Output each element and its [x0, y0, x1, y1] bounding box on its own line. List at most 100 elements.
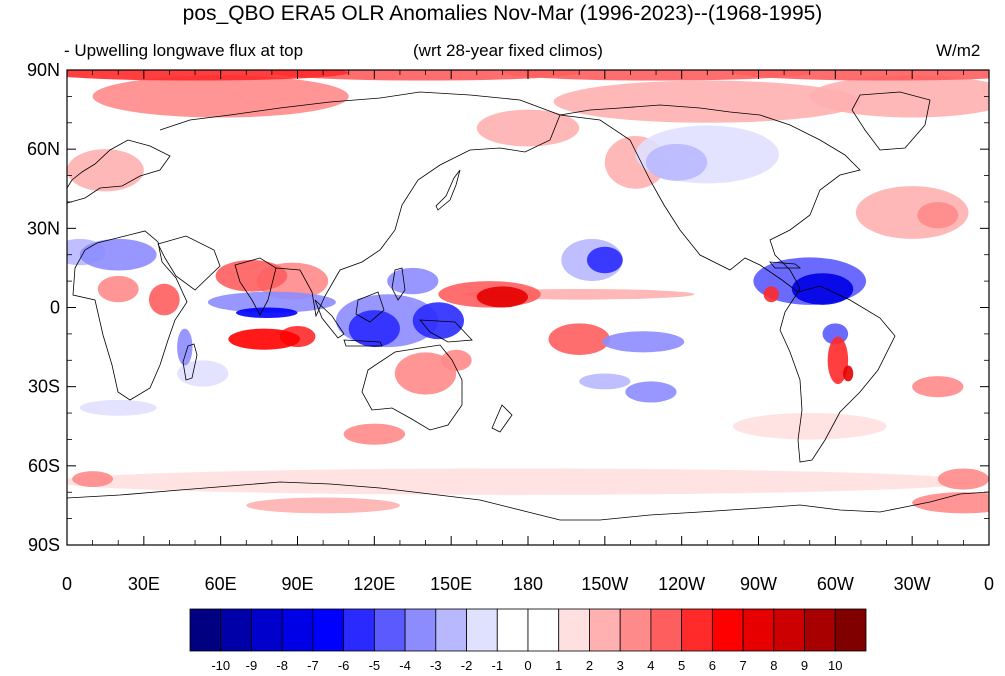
colorbar-label: 10 [828, 658, 842, 673]
x-tick-label: 120W [658, 574, 705, 594]
colorbar-box [251, 608, 283, 652]
anomaly-patch [215, 260, 288, 292]
x-tick-label: 60W [817, 574, 854, 594]
coastline-asia [159, 91, 561, 318]
colorbar-label: 4 [647, 658, 654, 673]
colorbar-label: 9 [801, 658, 808, 673]
coastline-greenland [851, 91, 931, 151]
anomaly-patch [843, 365, 854, 382]
colorbar-box [558, 608, 590, 652]
colorbar-box [312, 608, 345, 652]
x-tick-label: 30W [894, 574, 931, 594]
colorbar-box [435, 608, 467, 652]
colorbar-box [589, 608, 621, 652]
x-tick-label: 0 [984, 574, 994, 594]
coastline-madagascar [182, 343, 198, 381]
anomaly-patch [602, 331, 685, 353]
anomaly-patch [387, 267, 439, 295]
y-tick-label: 90N [27, 60, 60, 80]
colorbar-box [527, 608, 560, 652]
anomaly-patch [937, 468, 989, 490]
anomaly-patch [67, 149, 144, 192]
coastline-india [234, 257, 277, 316]
anomaly-patch [228, 328, 301, 350]
colorbar: -10 -9 -8 -7 -6 -5 -4 -3 -2 -1 0 1 2 3 4 5 6 7 8 9 10 [189, 608, 867, 673]
subtitle-climatology: (wrt 28-year fixed climos) [413, 41, 603, 60]
anomaly-patch [791, 273, 854, 305]
colorbar-label: -3 [430, 658, 442, 673]
coastlines [67, 91, 989, 521]
anomaly-patch [236, 307, 298, 319]
y-tick-label: 0 [50, 298, 60, 318]
coastline-sumatra [314, 299, 345, 339]
map-title: pos_QBO ERA5 OLR Anomalies Nov-Mar (1996… [182, 2, 823, 25]
coastline-south-america [779, 285, 896, 463]
colorbar-label: 7 [739, 658, 746, 673]
colorbar-label: 8 [770, 658, 777, 673]
anomaly-patch [732, 413, 887, 440]
coastline-java [343, 339, 383, 347]
anomaly-patch [917, 201, 959, 229]
colorbar-box [281, 608, 314, 652]
anomaly-patch [394, 352, 457, 395]
colorbar-box [681, 608, 713, 652]
colorbar-label: -2 [461, 658, 473, 673]
colorbar-box [373, 608, 406, 652]
x-tick-label: 120E [353, 574, 395, 594]
colorbar-box [619, 608, 652, 652]
colorbar-label: -8 [276, 658, 288, 673]
x-tick-label: 150W [581, 574, 628, 594]
x-tick-label: 60E [205, 574, 237, 594]
colorbar-label: -7 [307, 658, 319, 673]
colorbar-box [220, 608, 252, 652]
anomaly-patch [809, 75, 989, 118]
x-tick-label: 90W [740, 574, 777, 594]
anomaly-patch [476, 109, 580, 147]
x-tick-label: 0 [62, 574, 72, 594]
colorbar-box [834, 608, 867, 652]
anomaly-patch [579, 373, 631, 390]
anomaly-patch [548, 323, 610, 355]
colorbar-box [650, 608, 683, 652]
anomaly-patch [67, 468, 977, 495]
y-tick-label: 30S [28, 377, 60, 397]
anomaly-patch [476, 286, 528, 308]
colorbar-box [496, 608, 529, 652]
anomaly-patch [763, 286, 779, 303]
colorbar-box [466, 608, 498, 652]
colorbar-label: -9 [246, 658, 258, 673]
coastline-new-zealand [491, 404, 513, 433]
anomaly-patch [553, 80, 861, 123]
coastline-antarctica [67, 481, 989, 521]
anomaly-patch [912, 376, 964, 398]
colorbar-box [742, 608, 775, 652]
colorbar-box [404, 608, 437, 652]
anomaly-patch [912, 492, 989, 514]
colorbar-label: 0 [524, 658, 531, 673]
colorbar-box [343, 608, 375, 652]
anomaly-patch [72, 471, 114, 487]
anomaly-patch [246, 497, 400, 514]
y-tick-label: 30N [27, 218, 60, 238]
anomaly-patch [79, 399, 157, 416]
coastline-new-guinea [419, 319, 473, 343]
x-tick-label: 90E [281, 574, 313, 594]
colorbar-box [189, 608, 222, 652]
x-tick-label: 150E [430, 574, 472, 594]
colorbar-label: 6 [709, 658, 716, 673]
coastline-japan [435, 169, 461, 211]
colorbar-label: -6 [338, 658, 350, 673]
anomaly-patch [67, 70, 349, 81]
axis-ticks: 0 30E 60E 90E 120E 150E 180 150W 120W 90W 60W 30W 09… [27, 60, 994, 594]
coastline-cuba [769, 261, 802, 269]
anomaly-patch [79, 238, 157, 271]
units-label: W/m2 [936, 41, 981, 60]
anomaly-patch [586, 246, 623, 274]
colorbar-label: -4 [399, 658, 411, 673]
anomaly-patch [177, 328, 193, 366]
anomaly-patch [207, 291, 336, 313]
coastline-australia [361, 344, 463, 431]
colorbar-label: 5 [678, 658, 685, 673]
anomaly-patch [92, 75, 349, 118]
